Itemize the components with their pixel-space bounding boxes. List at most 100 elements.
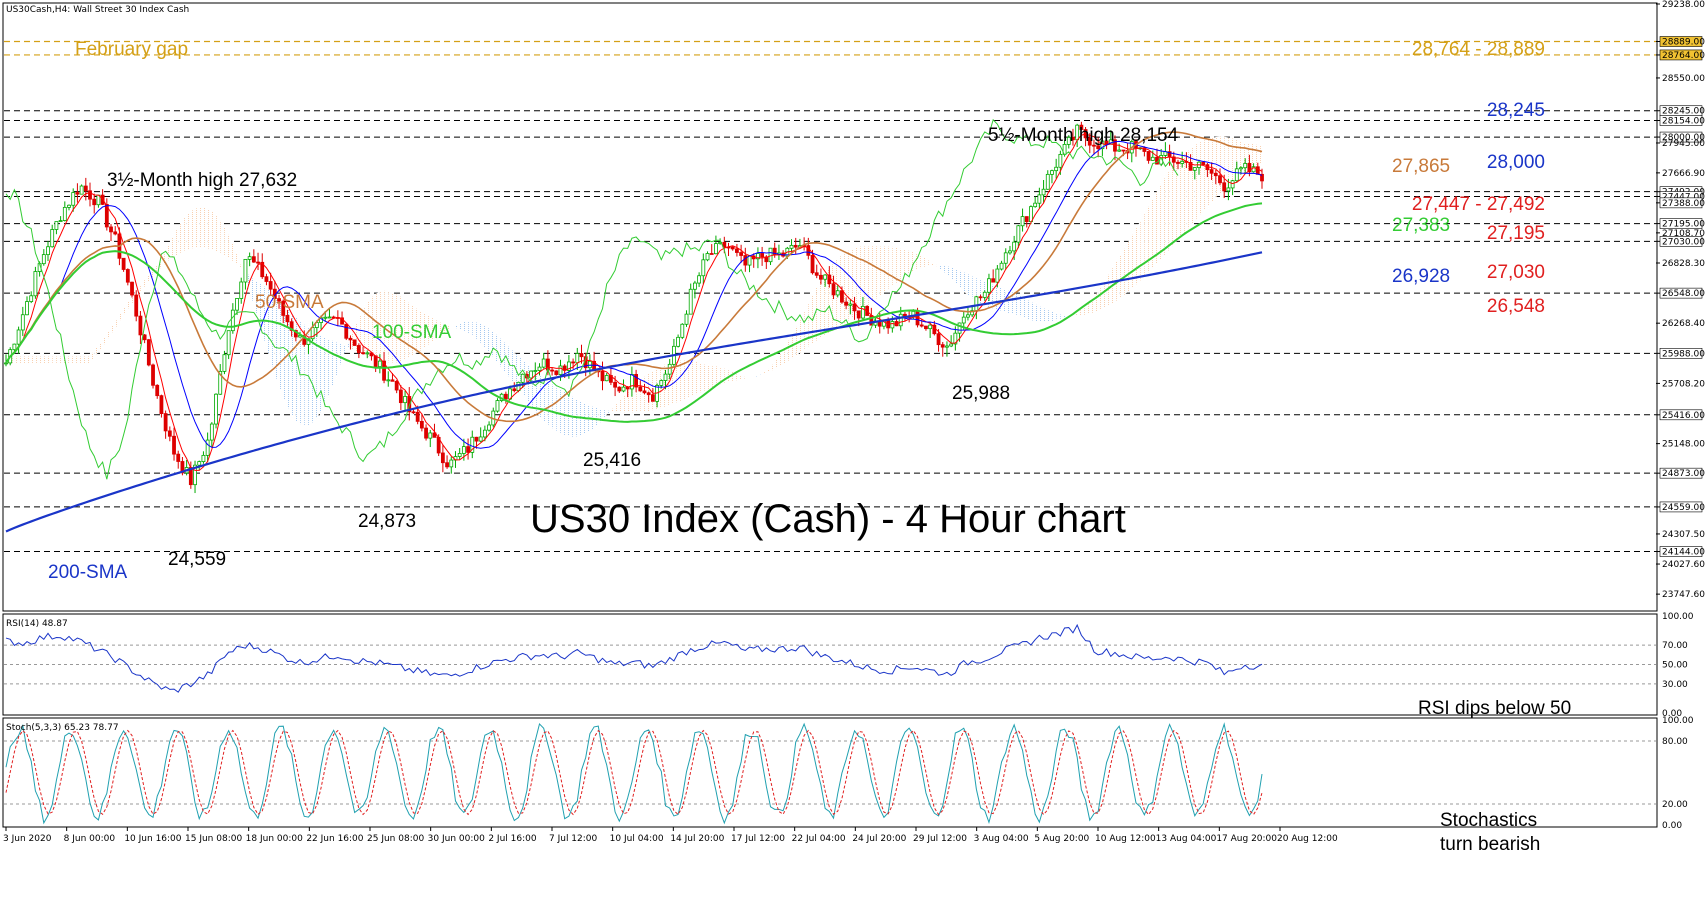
ichimoku-cloud-segment bbox=[90, 349, 95, 363]
ichimoku-cloud-segment bbox=[127, 296, 133, 309]
ichimoku-cloud-segment bbox=[228, 235, 233, 262]
candle-body bbox=[575, 353, 580, 364]
ichimoku-cloud-segment bbox=[216, 215, 221, 254]
ichimoku-cloud-segment bbox=[300, 321, 305, 426]
candle-body bbox=[113, 231, 118, 235]
ichimoku-cloud-segment bbox=[48, 356, 53, 363]
ichimoku-cloud-segment bbox=[1140, 213, 1145, 281]
candle-body bbox=[482, 429, 487, 438]
ichimoku-cloud-segment bbox=[241, 267, 246, 280]
candle-body bbox=[970, 310, 975, 316]
candle-body bbox=[701, 259, 706, 277]
candle-body bbox=[20, 314, 25, 331]
ichimoku-cloud-segment bbox=[1152, 191, 1157, 268]
candle-body bbox=[411, 411, 416, 414]
price-tick-label: 27030.00 bbox=[1662, 237, 1705, 247]
time-tick-label: 10 Aug 12:00 bbox=[1095, 834, 1156, 844]
ichimoku-cloud-segment bbox=[1211, 136, 1216, 202]
candle-body bbox=[743, 255, 748, 266]
candle-body bbox=[512, 388, 517, 392]
low-24559-label: 24,559 bbox=[168, 549, 226, 570]
price-tick-label: 25416.00 bbox=[1662, 411, 1705, 421]
candle-body bbox=[264, 276, 269, 282]
candle-body bbox=[134, 294, 139, 317]
candle-body bbox=[684, 313, 689, 325]
stoch-note-line1: Stochastics bbox=[1440, 810, 1537, 831]
candle-body bbox=[898, 313, 903, 327]
ichimoku-cloud-segment bbox=[661, 364, 666, 408]
candle-body bbox=[1087, 137, 1092, 146]
price-tick-label: 27388.00 bbox=[1662, 199, 1705, 209]
ichimoku-cloud-segment bbox=[501, 339, 506, 374]
ichimoku-cloud-segment bbox=[111, 321, 116, 334]
candle-body bbox=[861, 305, 865, 319]
candle-body bbox=[856, 310, 861, 319]
ichimoku-cloud-segment bbox=[753, 375, 758, 378]
ichimoku-cloud-segment bbox=[804, 303, 809, 350]
ichimoku-cloud-segment bbox=[472, 321, 477, 340]
ichimoku-cloud-segment bbox=[552, 384, 557, 431]
time-tick-label: 22 Jun 16:00 bbox=[306, 834, 363, 844]
candle-body bbox=[747, 255, 752, 266]
candle-body bbox=[25, 301, 29, 316]
ichimoku-cloud-segment bbox=[1190, 145, 1195, 226]
candle-body bbox=[46, 246, 50, 256]
candle-body bbox=[445, 462, 449, 468]
time-tick-label: 10 Jul 04:00 bbox=[610, 834, 664, 844]
ichimoku-cloud-segment bbox=[967, 274, 973, 299]
candle-body bbox=[676, 336, 681, 347]
ichimoku-cloud-segment bbox=[682, 360, 687, 401]
ichimoku-cloud-segment bbox=[1064, 315, 1069, 319]
candle-body bbox=[646, 392, 651, 396]
candle-body bbox=[1192, 167, 1197, 171]
ichimoku-cloud-segment bbox=[321, 335, 326, 411]
candle-body bbox=[75, 192, 80, 195]
candle-body bbox=[1096, 145, 1101, 150]
candle-body bbox=[987, 278, 991, 293]
ichimoku-cloud-segment bbox=[77, 356, 82, 363]
five-half-month-high-label: 5½-Month high 28,154 bbox=[988, 125, 1179, 146]
rsi-axis-label: 100.00 bbox=[1662, 612, 1694, 622]
stoch-k-line bbox=[5, 722, 1263, 825]
ichimoku-cloud-segment bbox=[1114, 256, 1120, 302]
ichimoku-cloud-segment bbox=[547, 381, 553, 429]
ichimoku-cloud-segment bbox=[237, 255, 242, 269]
price-tag-box bbox=[1659, 131, 1703, 143]
ichimoku-cloud-segment bbox=[673, 360, 679, 404]
support-27030-label: 27,030 bbox=[1487, 262, 1545, 283]
ichimoku-cloud-segment bbox=[686, 360, 691, 399]
ichimoku-cloud-segment bbox=[699, 362, 704, 393]
ichimoku-cloud-segment bbox=[619, 396, 624, 413]
candle-body bbox=[966, 314, 970, 318]
ichimoku-cloud-segment bbox=[73, 356, 78, 363]
chart-title: US30 Index (Cash) - 4 Hour chart bbox=[530, 497, 1126, 541]
candle-body bbox=[260, 261, 265, 278]
candle-body bbox=[810, 254, 815, 274]
candle-body bbox=[125, 269, 130, 283]
candle-body bbox=[995, 268, 1000, 283]
rsi-note: RSI dips below 50 bbox=[1418, 698, 1571, 719]
ichimoku-cloud-segment bbox=[123, 302, 128, 315]
candle-body bbox=[386, 379, 391, 382]
ichimoku-cloud-segment bbox=[203, 207, 208, 249]
ichimoku-cloud-segment bbox=[1119, 250, 1124, 299]
candle-body bbox=[235, 298, 239, 311]
stoch-d-line bbox=[5, 729, 1263, 816]
candle-body bbox=[394, 380, 399, 391]
candle-body bbox=[466, 446, 470, 453]
ichimoku-cloud-segment bbox=[1148, 198, 1153, 272]
ichimoku-cloud-segment bbox=[186, 211, 191, 250]
time-tick-label: 8 Jun 00:00 bbox=[64, 834, 116, 844]
candle-body bbox=[1239, 167, 1243, 170]
ichimoku-cloud-segment bbox=[888, 246, 893, 289]
candle-body bbox=[768, 247, 773, 263]
ichimoku-cloud-segment bbox=[875, 246, 880, 300]
price-tag-box bbox=[1659, 197, 1703, 209]
ichimoku-cloud-segment bbox=[413, 306, 418, 356]
candle-body bbox=[1100, 140, 1105, 150]
ichimoku-cloud-segment bbox=[1131, 228, 1136, 289]
ichimoku-cloud-segment bbox=[291, 313, 296, 421]
ichimoku-cloud-segment bbox=[896, 247, 901, 283]
ichimoku-cloud-segment bbox=[1098, 284, 1103, 311]
candle-body bbox=[953, 332, 958, 345]
